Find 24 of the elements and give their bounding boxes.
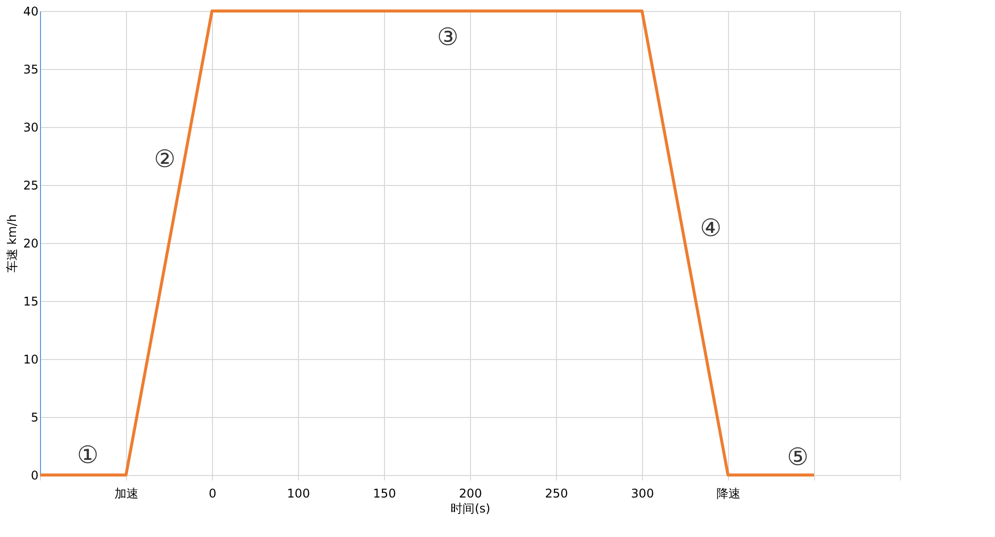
- x-tick-label: 200: [459, 486, 482, 500]
- y-tick-label: 30: [23, 120, 38, 134]
- x-tick-label: 降速: [716, 486, 740, 500]
- x-tick-label: 加速: [114, 486, 138, 500]
- annotation: ①: [77, 441, 99, 469]
- y-tick-label: 5: [30, 410, 38, 424]
- y-tick-label: 25: [23, 178, 38, 192]
- annotation: ④: [700, 214, 722, 242]
- x-tick-label: 100: [287, 486, 310, 500]
- y-tick-label: 10: [23, 352, 38, 366]
- y-tick-label: 40: [23, 4, 38, 18]
- annotation: ⑤: [787, 443, 809, 471]
- x-tick-label: 300: [631, 486, 654, 500]
- y-axis-title: 车速 km/h: [5, 214, 20, 273]
- y-tick-label: 15: [23, 294, 38, 308]
- y-tick-label: 35: [23, 62, 38, 76]
- x-axis-title: 时间(s): [450, 502, 490, 516]
- y-tick-label: 20: [23, 236, 38, 250]
- annotation: ②: [154, 145, 176, 173]
- x-tick-label: 0: [208, 486, 216, 500]
- annotation: ③: [437, 23, 459, 51]
- x-tick-label: 150: [373, 486, 396, 500]
- y-tick-label: 0: [30, 468, 38, 482]
- x-tick-label: 250: [545, 486, 568, 500]
